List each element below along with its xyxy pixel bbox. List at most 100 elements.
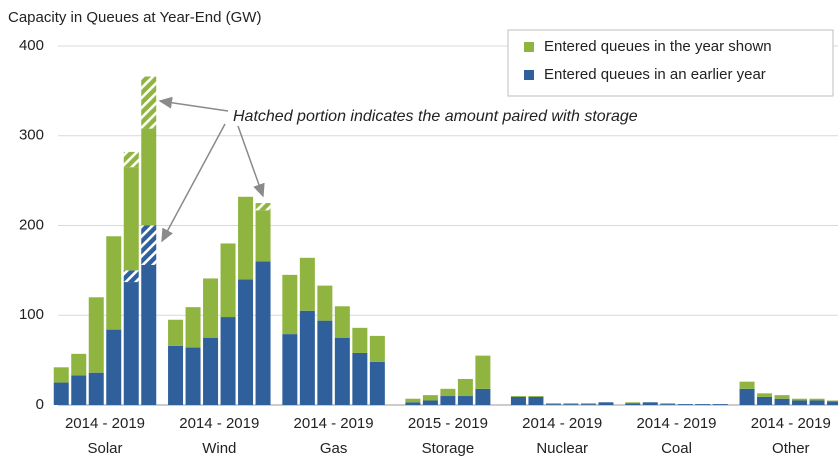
bar-segment: [220, 317, 236, 405]
bar-segment-hatched: [141, 225, 157, 265]
bar-segment: [827, 401, 838, 405]
bar-segment: [123, 167, 139, 271]
bar-segment: [317, 285, 333, 321]
bar-segment: [203, 278, 219, 338]
bar-segment-hatched: [255, 203, 271, 211]
bar-segment: [422, 395, 438, 401]
bar-segment-hatched: [123, 270, 139, 283]
bar-segment: [563, 403, 579, 405]
bar-segment: [71, 375, 87, 405]
bar-segment: [141, 128, 157, 226]
x-range-label: 2014 - 2019: [179, 415, 259, 432]
x-category-label: Gas: [320, 440, 348, 457]
bar-segment: [168, 319, 184, 346]
bar-segment: [123, 282, 139, 405]
x-category-label: Wind: [202, 440, 236, 457]
bar-segment: [299, 310, 315, 405]
arrow: [161, 123, 226, 243]
bar-segment: [475, 355, 491, 389]
x-range-label: 2015 - 2019: [408, 415, 488, 432]
bar-segment: [792, 398, 808, 401]
legend-swatch: [524, 70, 534, 80]
bar-segment: [510, 396, 526, 397]
bar-segment: [141, 264, 157, 405]
bar-segment: [809, 400, 825, 405]
x-category-label: Storage: [422, 440, 475, 457]
bar-segment: [299, 257, 315, 311]
bar-segment: [774, 398, 790, 405]
arrow: [237, 125, 265, 198]
bar-segment: [88, 372, 104, 405]
legend-box: [507, 29, 834, 97]
legend: Entered queues in the year shown Entered …: [524, 38, 772, 83]
bar-segment: [317, 320, 333, 405]
bar-segment: [334, 337, 350, 405]
bar-segment: [440, 388, 456, 397]
bar-segment: [774, 395, 790, 399]
legend-swatch: [524, 42, 534, 52]
bar-segment: [203, 337, 219, 405]
y-tick-label: 100: [19, 306, 44, 323]
bar-segment: [580, 403, 596, 405]
bar-segment: [282, 334, 298, 405]
bar-segment: [106, 329, 122, 405]
bar-segment: [220, 243, 236, 318]
bar-segment: [739, 388, 755, 405]
y-tick-label: 400: [19, 37, 44, 54]
annotation: Hatched portion indicates the amount pai…: [233, 108, 638, 125]
bar-segment: [528, 396, 544, 405]
x-category-label: Solar: [87, 440, 122, 457]
bar-segment: [528, 396, 544, 397]
bar-segment: [625, 403, 641, 405]
bar-segment: [642, 402, 658, 405]
bar-segment: [53, 367, 69, 383]
bar-segment: [660, 404, 676, 405]
bar-segment: [185, 347, 201, 405]
bar-segment: [598, 402, 614, 405]
bar-segment: [625, 402, 641, 404]
arrow: [158, 96, 229, 112]
bar-segment: [334, 306, 350, 338]
legend-label: Entered queues in the year shown: [544, 38, 772, 55]
bar-segment: [827, 400, 838, 402]
bar-segment: [71, 353, 87, 376]
legend-label: Entered queues in an earlier year: [544, 66, 766, 83]
x-category-label: Coal: [661, 440, 692, 457]
bar-segment: [695, 404, 711, 405]
bar-segment: [712, 404, 728, 405]
x-category-label: Nuclear: [536, 440, 588, 457]
bar-segment: [739, 381, 755, 389]
y-tick-label: 300: [19, 127, 44, 144]
x-range-label: 2014 - 2019: [636, 415, 716, 432]
bar-segment: [545, 403, 561, 405]
bar-segment: [405, 398, 421, 403]
bar-segment: [809, 398, 825, 401]
x-category-label: Other: [772, 440, 810, 457]
x-range-label: 2014 - 2019: [751, 415, 831, 432]
bar-segment: [352, 327, 368, 353]
x-range-label: 2014 - 2019: [65, 415, 145, 432]
bar-segment: [255, 261, 271, 405]
bar-segment: [580, 404, 596, 405]
bar-segment: [475, 388, 491, 405]
bar-segment: [185, 307, 201, 348]
bar-segment: [677, 404, 693, 405]
bar-segment: [792, 400, 808, 405]
bar-segment: [106, 236, 122, 330]
y-tick-label: 0: [36, 396, 44, 413]
x-range-label: 2014 - 2019: [294, 415, 374, 432]
bar-segment: [53, 382, 69, 405]
bar-segment: [422, 400, 438, 405]
bar-segment: [88, 297, 104, 373]
bar-segment: [352, 352, 368, 405]
bar-segment-hatched: [141, 76, 157, 129]
bar-segment: [545, 404, 561, 405]
bar-segment: [440, 396, 456, 405]
bar-segment: [369, 335, 385, 362]
bar-segment: [457, 396, 473, 405]
bar-segment: [660, 403, 676, 405]
bar-segment: [369, 361, 385, 405]
y-tick-label: 200: [19, 216, 44, 233]
bar-segment: [563, 404, 579, 405]
